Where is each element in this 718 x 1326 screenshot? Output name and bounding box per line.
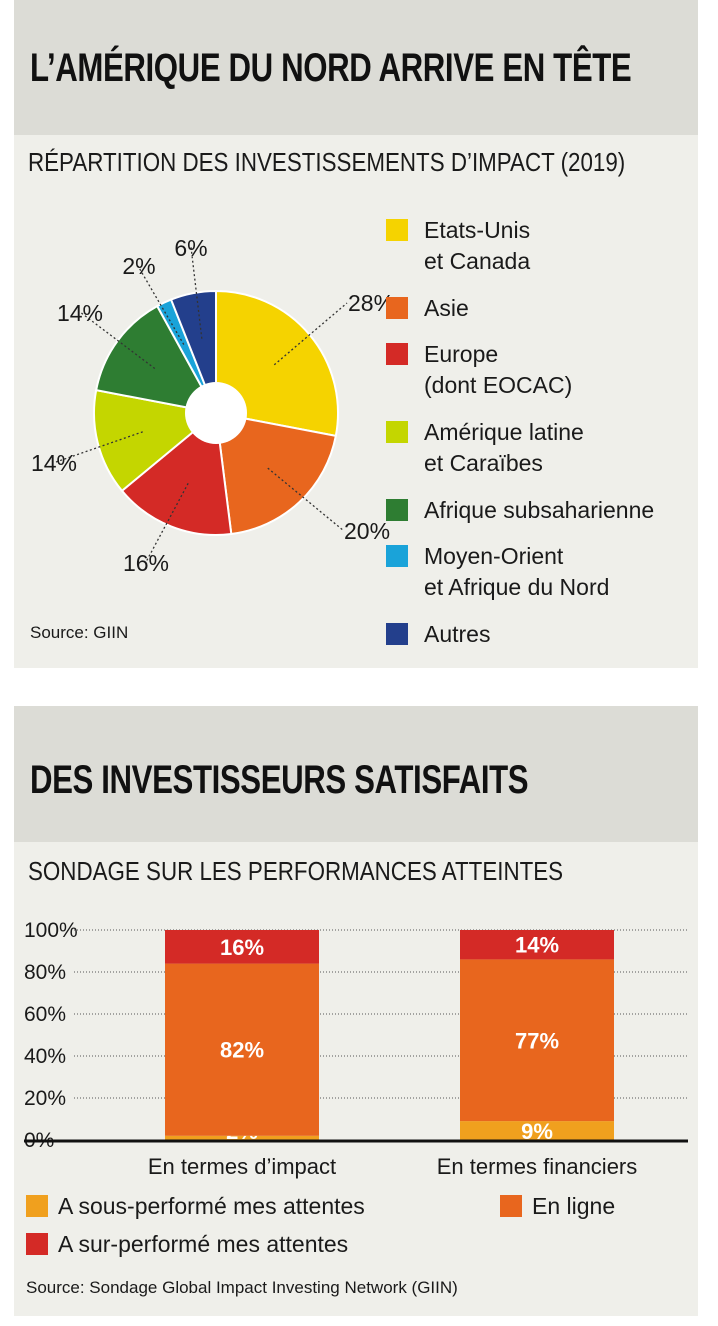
legend-swatch: [386, 343, 408, 365]
legend-swatch: [386, 219, 408, 241]
legend-label: A sur-performé mes attentes: [58, 1231, 349, 1257]
legend-label: En ligne: [532, 1193, 616, 1219]
legend-label: Afrique subsaharienne: [424, 497, 655, 523]
bar-value-label: 14%: [515, 933, 559, 958]
source-note: Source: GIIN: [30, 623, 129, 642]
pie-chart: 28%20%16%14%14%2%6%: [31, 235, 394, 576]
legend-label: Europe (dont EOCAC): [424, 341, 573, 398]
leader-line: [137, 265, 185, 345]
impact-distribution-panel: L’AMÉRIQUE DU NORD ARRIVE EN TÊTE RÉPART…: [14, 0, 698, 668]
pie-value-label: 16%: [123, 550, 169, 576]
pie-slice-afrique-subsaharienne: [94, 304, 218, 415]
y-tick-label: 40%: [24, 1045, 66, 1068]
stacked-bar-chart: 0%20%40%60%80%100%2%82%16%En termes d’im…: [24, 919, 688, 1179]
legend-swatch: [26, 1195, 48, 1217]
source-note: Source: Sondage Global Impact Investing …: [26, 1278, 458, 1297]
y-tick-label: 80%: [24, 961, 66, 984]
category-label: En termes financiers: [437, 1154, 638, 1179]
bar-value-label: 16%: [220, 935, 264, 960]
leader-line: [267, 467, 345, 532]
chart-area: RÉPARTITION DES INVESTISSEMENTS D’IMPACT…: [14, 135, 698, 668]
leader-line: [79, 311, 156, 370]
title-band: DES INVESTISSEURS SATISFAITS: [14, 706, 698, 842]
y-tick-label: 100%: [24, 919, 78, 942]
legend-swatch: [26, 1233, 48, 1255]
legend-label: A sous-performé mes attentes: [58, 1193, 365, 1219]
legend-swatch: [386, 297, 408, 319]
legend-label: Asie: [424, 295, 469, 321]
legend-swatch: [386, 545, 408, 567]
legend-label: Amérique latine et Caraïbes: [424, 419, 584, 476]
chart-area: SONDAGE SUR LES PERFORMANCES ATTEINTES 0…: [14, 842, 698, 1316]
panel-title: L’AMÉRIQUE DU NORD ARRIVE EN TÊTE: [30, 46, 632, 90]
y-tick-label: 60%: [24, 1003, 66, 1026]
leader-line: [145, 483, 189, 563]
bar-segment-a-sous-performe-mes-attentes: [460, 1121, 614, 1140]
pie-slice-europe-dont-eocac: [120, 411, 233, 536]
legend-label: Etats-Unis et Canada: [424, 217, 531, 274]
legend-swatch: [500, 1195, 522, 1217]
category-label: En termes d’impact: [148, 1154, 336, 1179]
chart-subtitle: SONDAGE SUR LES PERFORMANCES ATTEINTES: [28, 856, 564, 886]
bar-segment-a-sur-performe-mes-attentes: [460, 930, 614, 960]
chart-subtitle: RÉPARTITION DES INVESTISSEMENTS D’IMPACT…: [28, 147, 626, 177]
leader-line: [190, 246, 203, 339]
pie-value-label: 20%: [344, 518, 390, 544]
pie-slice-autres: [169, 289, 217, 414]
bar-segment-a-sous-performe-mes-attentes: [165, 1135, 319, 1140]
bar-value-label: 82%: [220, 1038, 264, 1063]
investor-satisfaction-panel: DES INVESTISSEURS SATISFAITS SONDAGE SUR…: [14, 706, 698, 1316]
panel-title: DES INVESTISSEURS SATISFAITS: [30, 758, 529, 802]
legend-label: Moyen-Orient et Afrique du Nord: [424, 543, 610, 600]
title-band: L’AMÉRIQUE DU NORD ARRIVE EN TÊTE: [14, 0, 698, 135]
pie-slice-asie: [214, 411, 338, 536]
bar-segment-en-ligne: [460, 959, 614, 1122]
bar-segment-a-sur-performe-mes-attentes: [165, 930, 319, 964]
bar-segment-en-ligne: [165, 963, 319, 1136]
legend-label: Autres: [424, 621, 491, 647]
legend-swatch: [386, 421, 408, 443]
donut-hole: [185, 382, 247, 444]
pie-value-label: 14%: [57, 300, 103, 326]
legend-swatch: [386, 499, 408, 521]
pie-value-label: 6%: [174, 235, 207, 261]
legend-swatch: [386, 623, 408, 645]
y-tick-label: 20%: [24, 1087, 66, 1110]
leader-line: [55, 431, 143, 463]
pie-value-label: 2%: [122, 253, 155, 279]
pie-value-label: 14%: [31, 450, 77, 476]
bar-value-label: 77%: [515, 1028, 559, 1053]
